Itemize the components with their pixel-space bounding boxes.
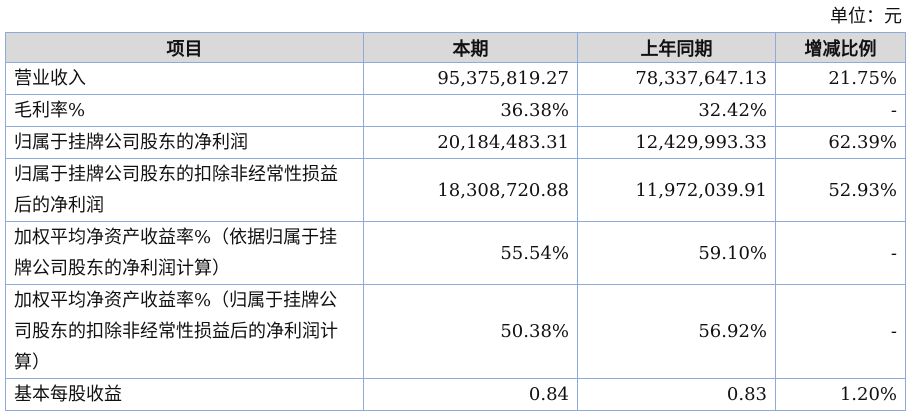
cell-prior: 59.10% — [577, 221, 776, 285]
cell-prior: 12,429,993.33 — [577, 126, 776, 159]
table-row: 毛利率% 36.38% 32.42% - — [5, 94, 906, 127]
table-row: 归属于挂牌公司股东的净利润 20,184,483.31 12,429,993.33 6… — [5, 126, 906, 159]
cell-current: 36.38% — [363, 94, 578, 127]
cell-prior: 56.92% — [577, 284, 776, 379]
cell-current: 95,375,819.27 — [363, 62, 578, 95]
cell-current: 50.38% — [363, 284, 578, 379]
cell-current: 55.54% — [363, 221, 578, 285]
cell-change: 1.20% — [775, 378, 906, 411]
cell-current: 0.84 — [363, 378, 578, 411]
cell-change: 21.75% — [775, 62, 906, 95]
cell-item: 加权平均净资产收益率%（依据归属于挂牌公司股东的净利润计算） — [5, 221, 364, 285]
cell-item: 归属于挂牌公司股东的净利润 — [5, 126, 364, 159]
unit-label: 单位：元 — [830, 6, 902, 27]
cell-item: 归属于挂牌公司股东的扣除非经常性损益后的净利润 — [5, 158, 364, 222]
cell-prior: 78,337,647.13 — [577, 62, 776, 95]
cell-change: 52.93% — [775, 158, 906, 222]
table-row: 营业收入 95,375,819.27 78,337,647.13 21.75% — [5, 62, 906, 95]
cell-current: 20,184,483.31 — [363, 126, 578, 159]
financial-table: 项目 本期 上年同期 增减比例 营业收入 95,375,819.27 78,337,… — [5, 32, 906, 411]
table-row: 加权平均净资产收益率%（归属于挂牌公司股东的扣除非经常性损益后的净利润计算） 50… — [5, 284, 906, 379]
cell-change: 62.39% — [775, 126, 906, 159]
header-row: 项目 本期 上年同期 增减比例 — [5, 32, 906, 63]
table-row: 加权平均净资产收益率%（依据归属于挂牌公司股东的净利润计算） 55.54% 59.1… — [5, 221, 906, 285]
header-change: 增减比例 — [775, 32, 906, 63]
cell-prior: 32.42% — [577, 94, 776, 127]
header-current: 本期 — [363, 32, 578, 63]
cell-change: - — [775, 221, 906, 285]
table-row: 基本每股收益 0.84 0.83 1.20% — [5, 378, 906, 411]
cell-change: - — [775, 284, 906, 379]
cell-item: 毛利率% — [5, 94, 364, 127]
cell-item: 基本每股收益 — [5, 378, 364, 411]
header-item: 项目 — [5, 32, 364, 63]
cell-change: - — [775, 94, 906, 127]
cell-item: 营业收入 — [5, 62, 364, 95]
cell-item: 加权平均净资产收益率%（归属于挂牌公司股东的扣除非经常性损益后的净利润计算） — [5, 284, 364, 379]
cell-current: 18,308,720.88 — [363, 158, 578, 222]
cell-prior: 11,972,039.91 — [577, 158, 776, 222]
table-row: 归属于挂牌公司股东的扣除非经常性损益后的净利润 18,308,720.88 11,9… — [5, 158, 906, 222]
header-prior: 上年同期 — [577, 32, 776, 63]
cell-prior: 0.83 — [577, 378, 776, 411]
